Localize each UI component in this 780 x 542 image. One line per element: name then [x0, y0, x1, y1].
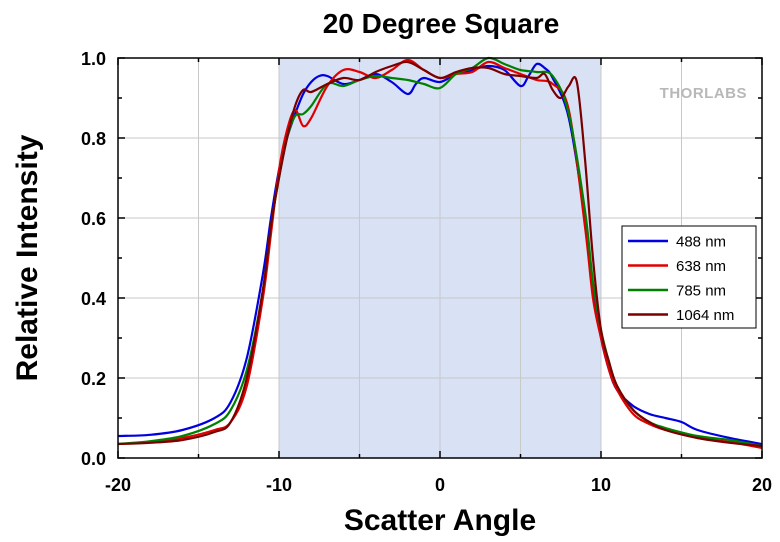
x-tick-label: -20 — [105, 475, 131, 495]
logo-text: THORLABS — [660, 85, 747, 102]
y-tick-label: 0.2 — [81, 369, 106, 389]
series-line-1064-nm — [117, 60, 763, 448]
series-lines — [117, 56, 763, 450]
legend-label: 638 nm — [676, 258, 726, 275]
thorlabs-logo: THORLABS — [660, 85, 747, 102]
y-tick-label: 0.4 — [81, 289, 106, 309]
x-tick-label: 20 — [752, 475, 772, 495]
legend: 488 nm 638 nm 785 nm 1064 nm — [621, 225, 757, 329]
y-tick-label: 0.0 — [81, 449, 106, 469]
y-tick-labels: 0.0 0.2 0.4 0.6 0.8 1.0 — [81, 49, 106, 469]
y-tick-label: 1.0 — [81, 49, 106, 69]
x-tick-labels: -20 -10 0 10 20 — [105, 475, 772, 495]
legend-box — [621, 225, 757, 329]
x-tick-label: 10 — [591, 475, 611, 495]
legend-label: 488 nm — [676, 234, 726, 251]
x-tick-label: -10 — [266, 475, 292, 495]
y-tick-label: 0.6 — [81, 209, 106, 229]
axis-ticks — [117, 57, 763, 459]
legend-label: 785 nm — [676, 283, 726, 300]
legend-label: 1064 nm — [676, 307, 734, 324]
x-axis-label: Scatter Angle — [344, 504, 536, 537]
y-tick-label: 0.8 — [81, 129, 106, 149]
y-axis-label: Relative Intensity — [11, 134, 44, 381]
x-tick-label: 0 — [435, 475, 445, 495]
chart-title: 20 Degree Square — [323, 8, 560, 39]
